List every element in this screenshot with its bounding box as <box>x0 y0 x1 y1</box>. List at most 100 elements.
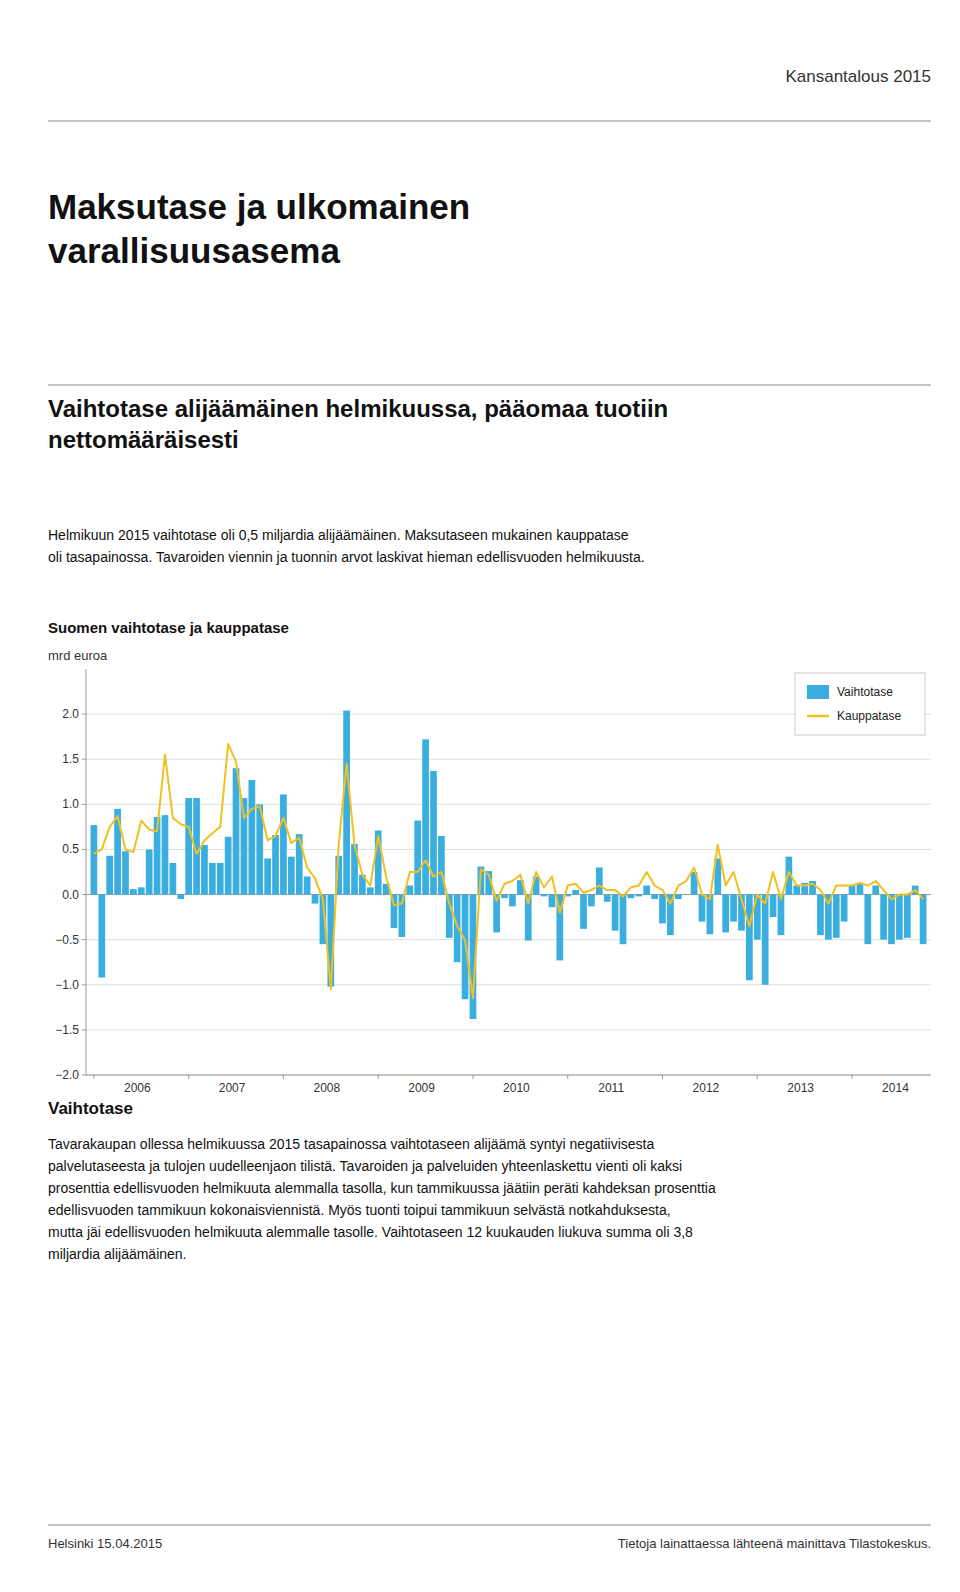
x-tick <box>567 1075 568 1079</box>
bar <box>683 894 690 895</box>
bar <box>233 768 240 894</box>
separator <box>48 121 931 122</box>
body-text-line: Helmikuun 2015 vaihtotase oli 0,5 miljar… <box>48 527 629 543</box>
x-tick-label: 2012 <box>693 1081 720 1095</box>
subtitle-line: nettomääräisesti <box>48 426 239 453</box>
bar <box>707 895 714 935</box>
bar <box>833 895 840 938</box>
legend-label: Vaihtotase <box>837 685 893 699</box>
y-tick <box>82 714 86 715</box>
y-tick <box>82 894 86 895</box>
x-tick-label: 2011 <box>598 1081 624 1095</box>
bar <box>635 895 642 897</box>
bottom-text: Tavarakaupan ollessa helmikuussa 2015 ta… <box>48 1136 716 1262</box>
bar <box>130 889 137 894</box>
main-title-line: Maksutase ja ulkomainen <box>48 187 470 226</box>
bar <box>722 895 729 933</box>
bar <box>849 886 856 895</box>
bar <box>888 895 895 945</box>
separator <box>48 385 931 386</box>
grid-line <box>86 1075 931 1076</box>
legend-frame <box>795 673 925 735</box>
body-text-line: oli tasapainossa. Tavaroiden viennin ja … <box>48 549 645 565</box>
bar <box>438 836 445 895</box>
bar <box>857 884 864 895</box>
x-tick <box>757 1075 758 1079</box>
y-tick <box>82 849 86 850</box>
bar <box>817 895 824 936</box>
x-tick-label: 2014 <box>882 1081 909 1095</box>
bar <box>793 886 800 895</box>
bar <box>217 863 224 895</box>
x-tick-label: 2006 <box>124 1081 151 1095</box>
subtitle: Vaihtotase alijäämäinen helmikuussa, pää… <box>48 395 668 453</box>
bar <box>106 856 113 895</box>
x-tick <box>283 1075 284 1079</box>
grid-line <box>86 984 931 985</box>
bar <box>778 895 785 936</box>
bar <box>541 895 548 897</box>
legend-swatch <box>807 685 829 699</box>
y-tick <box>82 1029 86 1030</box>
y-tick-label: 0.0 <box>62 888 79 902</box>
grid-line <box>86 759 931 760</box>
y-tick-label: −1.5 <box>55 1023 79 1037</box>
y-tick <box>82 984 86 985</box>
bottom-text-line: mutta jäi edellisvuoden helmikuuta alemm… <box>48 1224 693 1240</box>
bar <box>841 895 848 922</box>
bar <box>225 837 232 895</box>
bar <box>304 877 311 895</box>
bottom-title: Vaihtotase <box>48 1099 133 1118</box>
x-tick <box>472 1075 473 1079</box>
bar <box>248 780 255 895</box>
bar <box>414 821 421 895</box>
y-tick <box>82 1075 86 1076</box>
bar <box>122 851 129 894</box>
separator <box>48 1525 931 1526</box>
bar <box>264 858 271 894</box>
body-text: Helmikuun 2015 vaihtotase oli 0,5 miljar… <box>48 527 645 565</box>
bottom-text-line: edellisvuoden tammikuun kokonaisviennist… <box>48 1202 671 1218</box>
line <box>94 744 923 998</box>
bar <box>762 895 769 985</box>
y-tick-label: −1.0 <box>55 978 79 992</box>
bar <box>596 867 603 894</box>
y-tick <box>82 804 86 805</box>
bar <box>272 835 279 895</box>
x-tick <box>378 1075 379 1079</box>
grid-line <box>86 1029 931 1030</box>
bar <box>177 895 184 900</box>
bar <box>920 895 927 945</box>
bottom-text-line: Tavarakaupan ollessa helmikuussa 2015 ta… <box>48 1136 654 1152</box>
chart-title-line: Suomen vaihtotase ja kauppatase <box>48 619 289 636</box>
chart: −2.0−1.5−1.0−0.50.00.51.01.52.0200620072… <box>55 669 931 1095</box>
bar <box>138 887 145 894</box>
y-tick-label: 1.5 <box>62 752 79 766</box>
bar <box>580 895 587 929</box>
bar <box>643 886 650 895</box>
x-tick-label: 2008 <box>314 1081 341 1095</box>
header: Kansantalous 2015 <box>785 67 931 86</box>
bar <box>312 895 319 904</box>
y-tick <box>82 939 86 940</box>
bar <box>572 890 579 895</box>
main-title: Maksutase ja ulkomainenvarallisuusasema <box>48 187 470 270</box>
bar <box>91 825 98 894</box>
legend: Vaihtotase Kauppatase <box>795 673 925 735</box>
bar <box>904 895 911 938</box>
y-tick-label: −2.0 <box>55 1068 79 1082</box>
grid-line <box>86 804 931 805</box>
legend-label: Kauppatase <box>837 709 901 723</box>
y-tick <box>82 759 86 760</box>
bar <box>288 857 295 895</box>
footer-left: Helsinki 15.04.2015 <box>48 1536 162 1551</box>
y-tick-label: 2.0 <box>62 707 79 721</box>
bar <box>406 886 413 895</box>
legend-swatch <box>807 715 829 718</box>
x-tick <box>852 1075 853 1079</box>
bar <box>872 886 879 895</box>
grid-line <box>86 939 931 940</box>
bar <box>770 895 777 918</box>
bottom-text-line: miljardia alijäämäinen. <box>48 1246 187 1262</box>
bar <box>209 863 216 895</box>
